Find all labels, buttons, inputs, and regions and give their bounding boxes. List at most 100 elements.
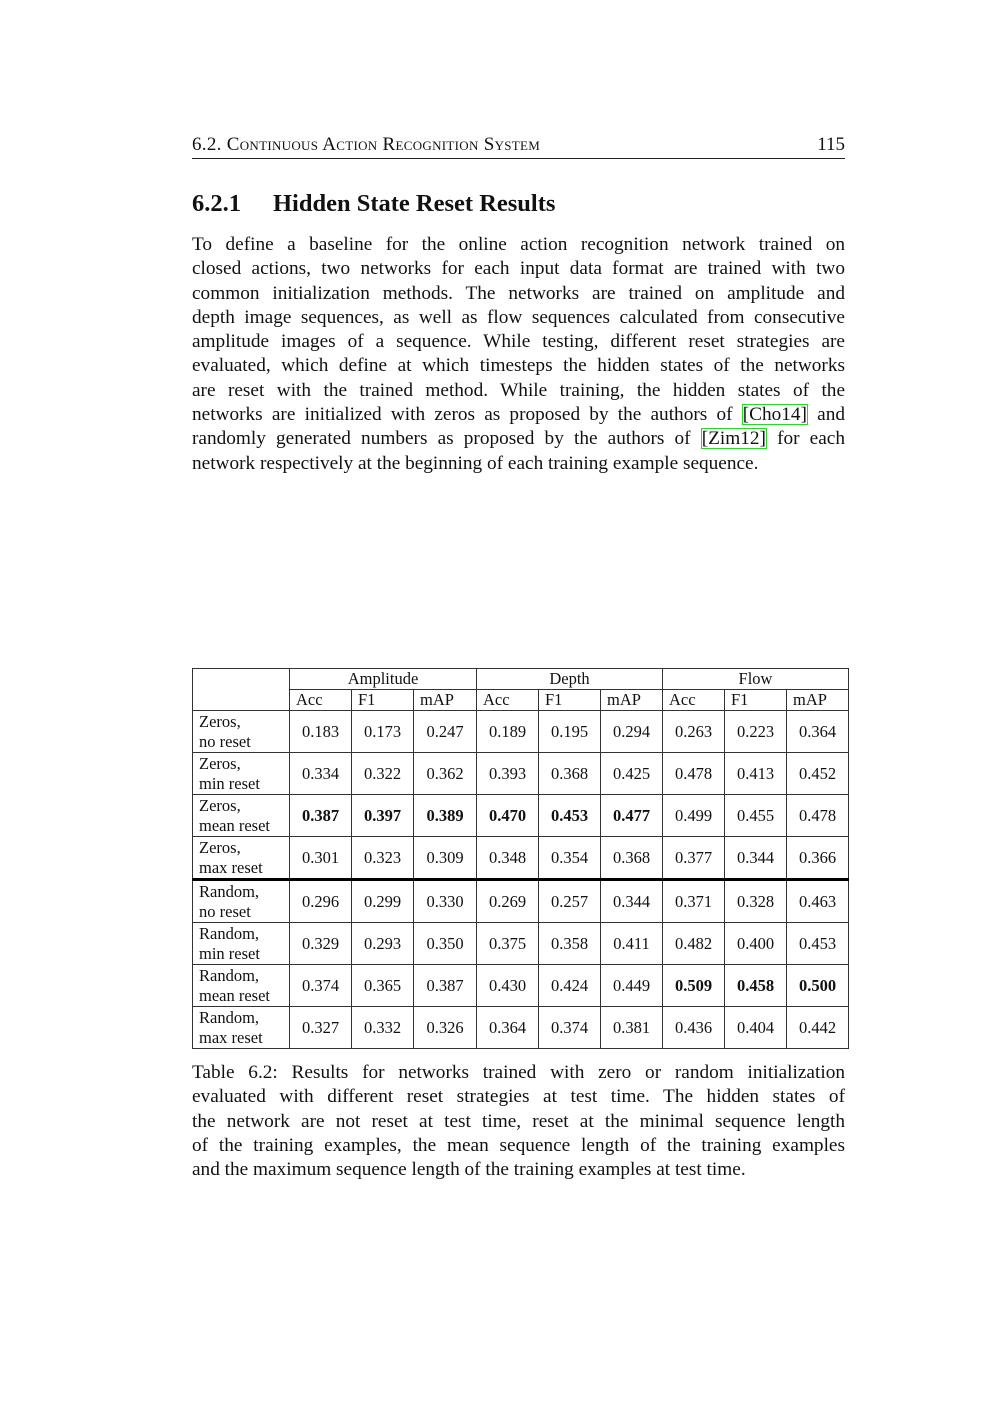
body-text: randomly generated numbers as proposed b…	[192, 428, 701, 450]
row-label-line: Random,	[199, 965, 260, 985]
body-line: evaluated, which define at which timeste…	[192, 354, 845, 378]
value-cell: 0.377	[662, 836, 725, 881]
value-cell: 0.299	[351, 879, 414, 923]
value-cell: 0.362	[413, 752, 477, 795]
metric-header: F1	[351, 689, 414, 711]
citation-link[interactable]: [Cho14]	[741, 404, 808, 426]
value-cell: 0.247	[413, 710, 477, 753]
row-label-line: max reset	[199, 857, 263, 877]
row-label: Random, mean reset	[192, 964, 290, 1007]
body-line: randomly generated numbers as proposed b…	[192, 427, 845, 451]
body-line: network respectively at the beginning of…	[192, 452, 845, 476]
running-header: 6.2. Continuous Action Recognition Syste…	[192, 134, 845, 159]
value-cell: 0.195	[538, 710, 601, 753]
value-cell: 0.381	[600, 1006, 663, 1049]
value-cell: 0.387	[289, 794, 352, 837]
value-cell: 0.499	[662, 794, 725, 837]
value-cell: 0.470	[476, 794, 539, 837]
row-label-line: Random,	[199, 1007, 260, 1027]
caption-line: the network are not reset at test time, …	[192, 1110, 845, 1132]
value-cell: 0.189	[476, 710, 539, 753]
value-cell: 0.366	[786, 836, 849, 881]
group-header: Flow	[662, 668, 849, 690]
value-cell: 0.452	[786, 752, 849, 795]
value-cell: 0.455	[724, 794, 787, 837]
body-paragraph: To define a baseline for the online acti…	[192, 233, 845, 476]
body-text: depth image sequences, as well as flow s…	[192, 306, 845, 328]
value-cell: 0.294	[600, 710, 663, 753]
table-row: Random, mean reset 0.374 0.365 0.387 0.430 0.4…	[192, 964, 849, 1007]
body-text: for each	[766, 428, 845, 450]
value-cell: 0.482	[662, 922, 725, 965]
body-line: are reset with the trained method. While…	[192, 379, 845, 403]
metric-header: mAP	[413, 689, 477, 711]
value-cell: 0.368	[538, 752, 601, 795]
value-cell: 0.326	[413, 1006, 477, 1049]
value-cell: 0.430	[476, 964, 539, 1007]
body-text: To define a baseline for the online acti…	[192, 234, 845, 255]
value-cell: 0.458	[724, 964, 787, 1007]
value-cell: 0.413	[724, 752, 787, 795]
group-header: Amplitude	[289, 668, 477, 690]
row-label-line: Zeros,	[199, 837, 241, 857]
value-cell: 0.173	[351, 710, 414, 753]
table-row: Random, no reset 0.296 0.299 0.330 0.269 0.257…	[192, 879, 849, 923]
value-cell: 0.374	[289, 964, 352, 1007]
row-label-line: Zeros,	[199, 753, 241, 773]
value-cell: 0.223	[724, 710, 787, 753]
value-cell: 0.365	[351, 964, 414, 1007]
value-cell: 0.374	[538, 1006, 601, 1049]
value-cell: 0.334	[289, 752, 352, 795]
value-cell: 0.328	[724, 879, 787, 923]
value-cell: 0.436	[662, 1006, 725, 1049]
page-number: 115	[817, 134, 845, 155]
metric-header: F1	[724, 689, 787, 711]
value-cell: 0.371	[662, 879, 725, 923]
metric-header: mAP	[786, 689, 849, 711]
body-text: amplitude images of a sequence. While te…	[192, 331, 845, 353]
value-cell: 0.322	[351, 752, 414, 795]
table-row: Zeros, mean reset 0.387 0.397 0.389 0.470 0.45…	[192, 794, 849, 837]
value-cell: 0.364	[476, 1006, 539, 1049]
value-cell: 0.364	[786, 710, 849, 753]
caption-line: Table 6.2: Results for networks trained …	[192, 1062, 845, 1083]
value-cell: 0.509	[662, 964, 725, 1007]
row-label-line: min reset	[199, 773, 260, 793]
body-line: networks are initialized with zeros as p…	[192, 403, 845, 427]
value-cell: 0.327	[289, 1006, 352, 1049]
row-label: Zeros, no reset	[192, 710, 290, 753]
value-cell: 0.387	[413, 964, 477, 1007]
value-cell: 0.425	[600, 752, 663, 795]
body-text: and	[807, 404, 845, 426]
row-label: Random, max reset	[192, 1006, 290, 1049]
value-cell: 0.332	[351, 1006, 414, 1049]
value-cell: 0.463	[786, 879, 849, 923]
table-caption: Table 6.2: Results for networks trained …	[192, 1061, 845, 1182]
value-cell: 0.500	[786, 964, 849, 1007]
value-cell: 0.350	[413, 922, 477, 965]
body-text: evaluated, which define at which timeste…	[192, 355, 845, 377]
value-cell: 0.404	[724, 1006, 787, 1049]
table-row: Zeros, no reset 0.183 0.173 0.247 0.189 0.195 0…	[192, 710, 849, 753]
value-cell: 0.323	[351, 836, 414, 881]
value-cell: 0.329	[289, 922, 352, 965]
row-label: Random, no reset	[192, 879, 290, 923]
value-cell: 0.477	[600, 794, 663, 837]
results-table: Amplitude Depth Flow Acc F1 mAP Acc F1 mAP Acc F1 m…	[192, 668, 849, 1049]
body-text: are reset with the trained method. While…	[192, 379, 845, 401]
row-label: Random, min reset	[192, 922, 290, 965]
value-cell: 0.183	[289, 710, 352, 753]
citation-link[interactable]: [Zim12]	[700, 428, 767, 450]
row-label: Zeros, max reset	[192, 836, 290, 881]
row-label-line: mean reset	[199, 985, 271, 1005]
body-line: depth image sequences, as well as flow s…	[192, 306, 845, 330]
row-label-line: Random,	[199, 881, 260, 901]
body-line: closed actions, two networks for each in…	[192, 257, 845, 281]
table-row: Random, max reset 0.327 0.332 0.326 0.364 0.37…	[192, 1006, 849, 1049]
section-title: 6.2. Continuous Action Recognition Syste…	[192, 134, 541, 155]
value-cell: 0.344	[724, 836, 787, 881]
metric-header: F1	[538, 689, 601, 711]
value-cell: 0.393	[476, 752, 539, 795]
value-cell: 0.293	[351, 922, 414, 965]
subsection-number: 6.2.1	[192, 190, 241, 217]
